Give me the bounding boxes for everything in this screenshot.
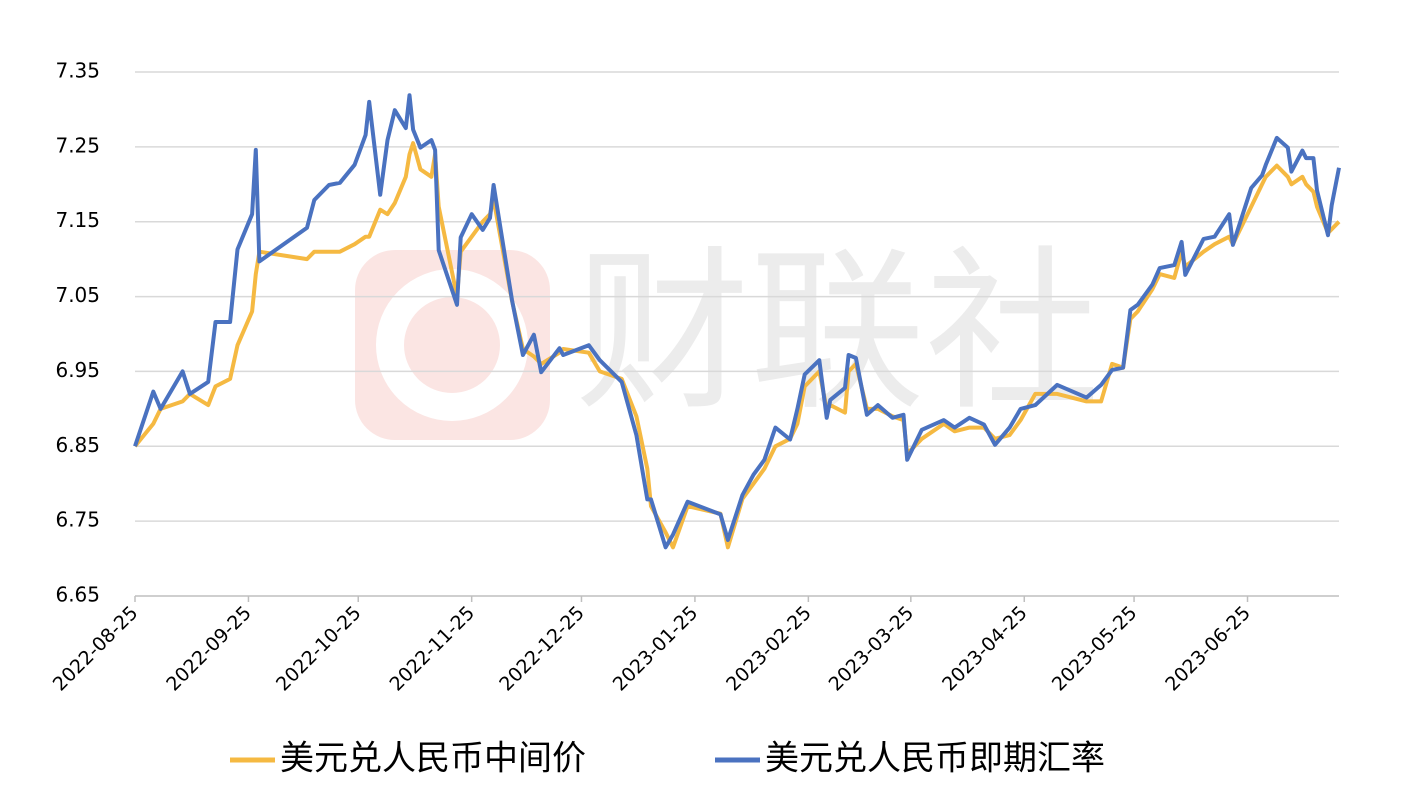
x-tick-label: 2022-09-25 [162,602,256,696]
y-tick-label: 6.65 [55,583,100,607]
legend-label: 美元兑人民币中间价 [280,739,586,779]
y-tick-label: 6.75 [55,508,100,532]
x-tick-label: 2023-02-25 [722,602,816,696]
x-tick-label: 2023-05-25 [1048,602,1142,696]
x-tick-label: 2023-03-25 [825,602,919,696]
x-tick-label: 2022-12-25 [495,602,589,696]
y-tick-label: 6.85 [55,433,100,457]
x-tick-label: 2022-11-25 [385,602,479,696]
watermark: 财联社 [575,232,1100,435]
x-tick-label: 2023-01-25 [609,602,703,696]
y-tick-label: 6.95 [55,358,100,382]
y-tick-label: 7.05 [55,283,100,307]
y-tick-label: 7.35 [55,59,100,83]
y-tick-label: 7.15 [55,208,100,232]
watermark-logo-ring [376,269,528,421]
x-tick-label: 2022-10-25 [272,602,366,696]
series-line [133,93,1341,550]
x-tick-label: 2022-08-25 [49,602,143,696]
x-tick-label: 2023-06-25 [1161,602,1255,696]
y-tick-label: 7.25 [55,133,100,157]
legend-label: 美元兑人民币即期汇率 [765,739,1105,779]
x-tick-label: 2023-04-25 [938,602,1032,696]
